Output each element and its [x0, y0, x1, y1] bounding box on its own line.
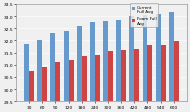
Bar — [116, 21, 121, 101]
Bar — [121, 51, 126, 101]
Bar — [37, 41, 42, 101]
Bar — [134, 50, 139, 101]
Bar — [90, 23, 95, 101]
Bar — [64, 32, 69, 101]
Legend: Current
Full Avg, Foam Full
Avg: Current Full Avg, Foam Full Avg — [130, 4, 158, 27]
Bar — [174, 42, 179, 101]
Bar — [142, 16, 147, 101]
Bar — [29, 72, 34, 101]
Bar — [156, 15, 161, 101]
Bar — [103, 22, 108, 101]
Bar — [169, 13, 174, 101]
Bar — [82, 57, 87, 101]
Bar — [77, 27, 82, 101]
Bar — [51, 34, 55, 101]
Bar — [161, 45, 166, 101]
Bar — [108, 52, 113, 101]
Bar — [55, 63, 60, 101]
Bar — [24, 45, 29, 101]
Bar — [69, 60, 74, 101]
Bar — [147, 46, 153, 101]
Bar — [95, 56, 100, 101]
Bar — [129, 17, 134, 101]
Bar — [42, 68, 47, 101]
